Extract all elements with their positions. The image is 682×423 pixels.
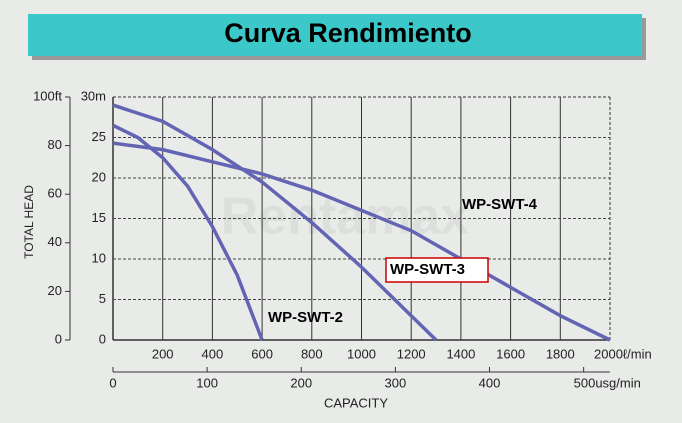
y-tick-label: 20 [92,169,106,184]
x-axis-label: CAPACITY [324,395,388,410]
y2-tick-label: 20 [48,283,62,298]
series-label: WP-SWT-2 [268,309,343,326]
y-tick-label: 0 [99,331,106,346]
x2-tick-label: 100 [196,375,218,390]
y-tick-label: 25 [92,129,106,144]
y-axis-label: TOTAL HEAD [22,185,36,259]
x-tick-label: 800 [301,346,323,361]
watermark: Rentamax [221,188,470,246]
x-tick-label: 1800 [546,346,575,361]
x2-tick-label: 400 [479,375,501,390]
title-box [28,14,642,56]
x-tick-label: 1400 [446,346,475,361]
y-tick-label: 10 [92,250,106,265]
curve [112,141,611,342]
x2-tick-label: 200 [290,375,312,390]
curve [112,123,264,341]
x-tick-label: 1200 [397,346,426,361]
x2-tick-label: 500usg/min [574,375,641,390]
series-label: WP-SWT-3 [390,261,465,278]
x-tick-label: 400 [202,346,224,361]
label-box [385,257,489,283]
series-label: WP-SWT-4 [462,196,538,213]
y2-tick-label: 60 [48,186,62,201]
y2-tick-label: 100ft [33,88,62,103]
y-tick-label: 30m [81,88,106,103]
x-tick-label: 2000ℓ/min [594,346,652,361]
chart-title: Curva Rendimiento [224,18,472,48]
x-tick-label: 1000 [347,346,376,361]
x2-tick-label: 300 [385,375,407,390]
y2-tick-label: 0 [55,331,62,346]
y-tick-label: 15 [92,210,106,225]
x-tick-label: 1600 [496,346,525,361]
y-tick-label: 5 [99,291,106,306]
x-tick-label: 600 [251,346,273,361]
y2-tick-label: 80 [48,137,62,152]
x2-tick-label: 0 [109,375,116,390]
curve [112,103,438,342]
x-tick-label: 200 [152,346,174,361]
y2-tick-label: 40 [48,234,62,249]
